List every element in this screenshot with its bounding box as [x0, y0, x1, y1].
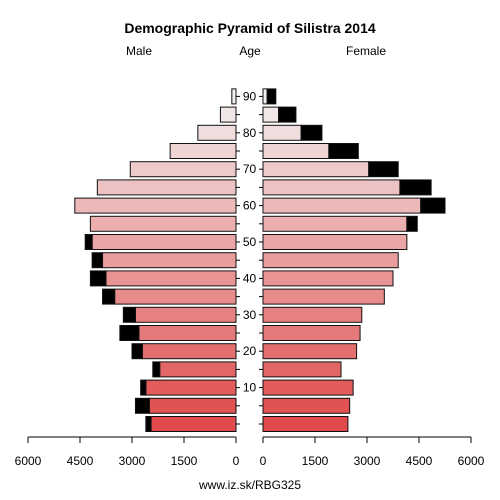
female-bar-55-59: [262, 215, 408, 232]
female-bar-90plus: [262, 88, 268, 105]
age-tick-label: 70: [243, 162, 257, 176]
male-excess-bar-50-54: [84, 234, 93, 250]
female-excess-bar-55-59: [406, 215, 418, 232]
female-bar-10-14: [262, 379, 354, 396]
male-excess-bar-35-39: [102, 288, 116, 305]
male-bar-75-79: [169, 143, 237, 159]
male-excess-bar-0-4: [145, 416, 152, 432]
female-excess-bar-85-89: [278, 106, 297, 123]
male-excess-bar-40-44: [89, 270, 107, 287]
female-bar-25-29: [262, 325, 361, 341]
male-x-tick-label: 0: [233, 454, 240, 468]
female-bar-15-19: [262, 361, 342, 378]
male-bar-80-84: [197, 124, 237, 141]
male-bar-25-29: [138, 325, 237, 341]
male-excess-bar-10-14: [140, 379, 147, 396]
male-bar-20-24: [141, 343, 237, 360]
female-bar-35-39: [262, 288, 385, 305]
male-excess-bar-20-24: [131, 343, 143, 360]
female-excess-bar-75-79: [328, 143, 359, 159]
female-bar-20-24: [262, 343, 358, 360]
age-label: Age: [239, 44, 261, 58]
female-bar-70-74: [262, 161, 370, 178]
female-x-tick-label: 1500: [302, 454, 329, 468]
female-excess-bar-60-64: [420, 197, 446, 214]
female-bar-45-49: [262, 252, 399, 269]
female-bar-80-84: [262, 124, 302, 141]
male-bar-15-19: [159, 361, 237, 378]
female-bar-75-79: [262, 143, 330, 159]
female-bar-40-44: [262, 270, 394, 287]
female-bar-85-89: [262, 106, 280, 123]
male-bar-70-74: [129, 161, 237, 178]
age-tick-label: 50: [243, 235, 257, 249]
female-label: Female: [346, 44, 386, 58]
female-bar-30-34: [262, 306, 363, 323]
female-x-tick-label: 3000: [354, 454, 381, 468]
age-tick-label: 80: [243, 126, 257, 140]
male-bar-45-49: [102, 252, 237, 269]
male-bar-35-39: [114, 288, 237, 305]
male-x-tick-label: 4500: [67, 454, 94, 468]
male-bar-50-54: [91, 234, 237, 250]
male-bar-55-59: [89, 215, 237, 232]
male-bar-10-14: [145, 379, 237, 396]
female-bar-0-4: [262, 416, 349, 432]
age-tick-label: 40: [243, 271, 257, 285]
male-excess-bar-45-49: [91, 252, 104, 269]
male-bar-60-64: [74, 197, 237, 214]
axes-group: 10 20 30 40 50 60 70 80 90 6000 4500 3000 1500 0 0 1500…: [15, 89, 485, 468]
female-bar-50-54: [262, 234, 408, 250]
age-tick-label: 20: [243, 344, 257, 358]
male-bar-90plus: [231, 88, 237, 105]
male-bar-0-4: [150, 416, 237, 432]
male-bar-30-34: [134, 306, 237, 323]
female-excess-bar-80-84: [300, 124, 323, 141]
female-excess-bar-65-69: [399, 179, 432, 196]
male-x-tick-label: 3000: [119, 454, 146, 468]
female-x-tick-label: 0: [260, 454, 267, 468]
footer-text: www.iz.sk/RBG325: [198, 478, 301, 492]
male-bar-40-44: [105, 270, 237, 287]
male-bar-85-89: [219, 106, 237, 123]
female-bar-5-9: [262, 397, 351, 414]
male-x-tick-label: 6000: [15, 454, 42, 468]
age-tick-label: 10: [243, 381, 257, 395]
age-tick-label: 60: [243, 199, 257, 213]
male-excess-bar-5-9: [134, 397, 150, 414]
female-x-tick-label: 4500: [406, 454, 433, 468]
male-bar-65-69: [96, 179, 237, 196]
age-tick-label: 90: [243, 89, 257, 103]
male-x-tick-label: 1500: [171, 454, 198, 468]
male-excess-bar-15-19: [152, 361, 161, 378]
female-x-tick-label: 6000: [458, 454, 485, 468]
female-bar-65-69: [262, 179, 401, 196]
chart-title: Demographic Pyramid of Silistra 2014: [124, 20, 376, 36]
male-label: Male: [126, 44, 152, 58]
male-excess-bar-30-34: [122, 306, 136, 323]
female-bar-60-64: [262, 197, 422, 214]
male-bar-5-9: [148, 397, 237, 414]
age-tick-label: 30: [243, 308, 257, 322]
male-excess-bar-25-29: [119, 325, 140, 341]
bars-group: [74, 88, 446, 432]
female-excess-bar-90plus: [266, 88, 277, 105]
female-excess-bar-70-74: [368, 161, 399, 178]
